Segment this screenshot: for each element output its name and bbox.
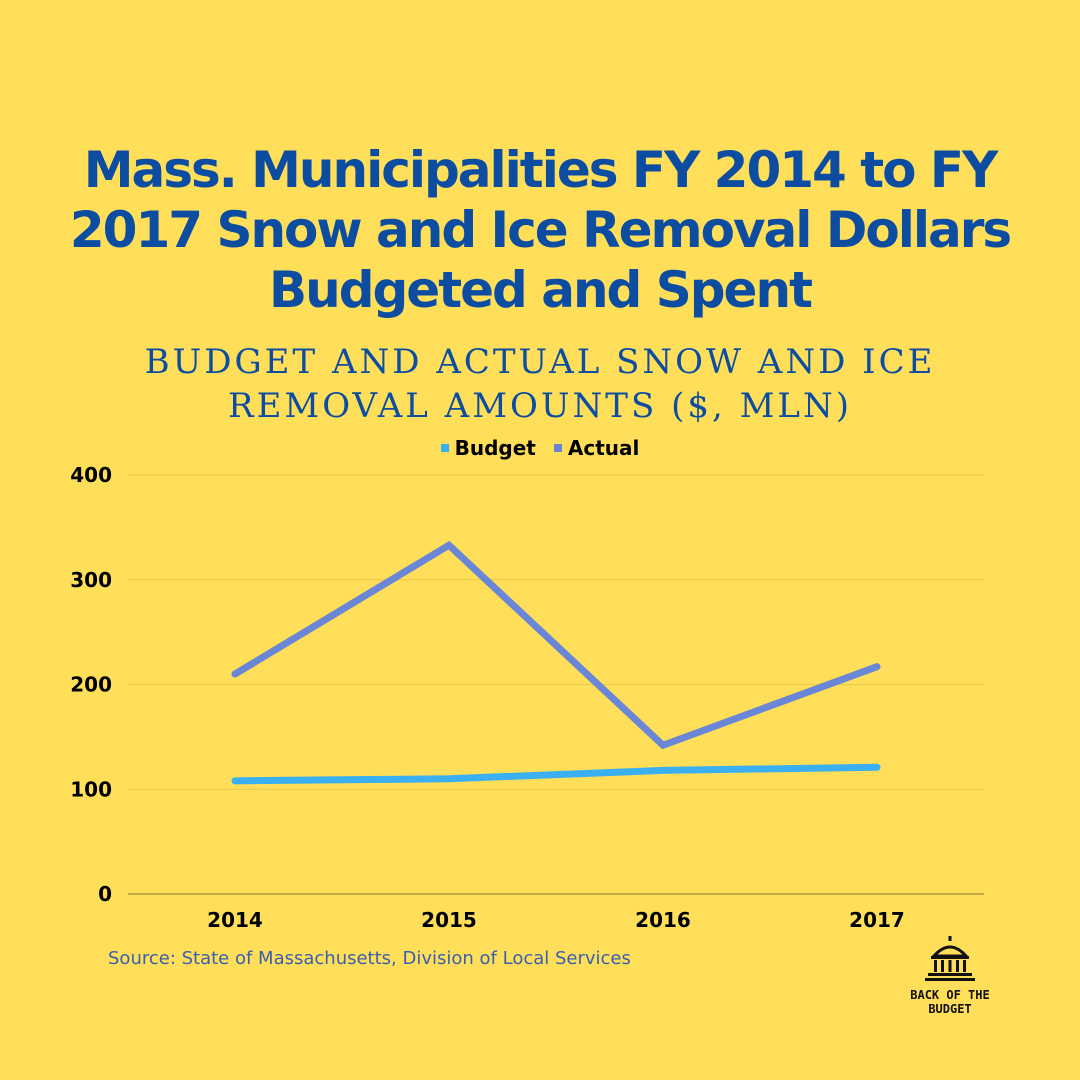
legend-item-actual: Actual <box>553 436 640 460</box>
source-note: Source: State of Massachusetts, Division… <box>108 948 631 969</box>
legend-item-budget: Budget <box>440 436 536 460</box>
capitol-dome-icon <box>925 936 975 981</box>
chart-subtitle: BUDGET AND ACTUAL SNOW AND ICE REMOVAL A… <box>144 342 936 426</box>
y-tick-label: 200 <box>70 673 112 697</box>
x-tick-label: 2017 <box>849 908 905 932</box>
chart-title: Mass. Municipalities FY 2014 to FY 2017 … <box>69 141 1012 319</box>
logo-text-line2: BUDGET <box>928 1002 972 1016</box>
series-line-budget <box>231 763 881 785</box>
logo-text-line1: BACK OF THE <box>910 988 990 1002</box>
y-tick-label: 400 <box>70 463 112 487</box>
legend-label-budget: Budget <box>454 436 536 460</box>
y-tick-label: 0 <box>98 882 112 906</box>
series-line-actual <box>231 540 881 750</box>
x-tick-label: 2016 <box>635 908 691 932</box>
legend: Budget Actual <box>0 436 1080 460</box>
y-tick-label: 300 <box>70 568 112 592</box>
y-tick-label: 100 <box>70 777 112 801</box>
legend-swatch-actual <box>553 444 562 452</box>
x-tick-label: 2015 <box>421 908 477 932</box>
legend-swatch-budget <box>440 444 449 452</box>
legend-label-actual: Actual <box>567 436 640 460</box>
x-tick-label: 2014 <box>207 908 263 932</box>
back-of-the-budget-logo: BACK OF THE BUDGET <box>898 936 1002 1016</box>
logo-text: BACK OF THE BUDGET <box>898 988 1002 1016</box>
